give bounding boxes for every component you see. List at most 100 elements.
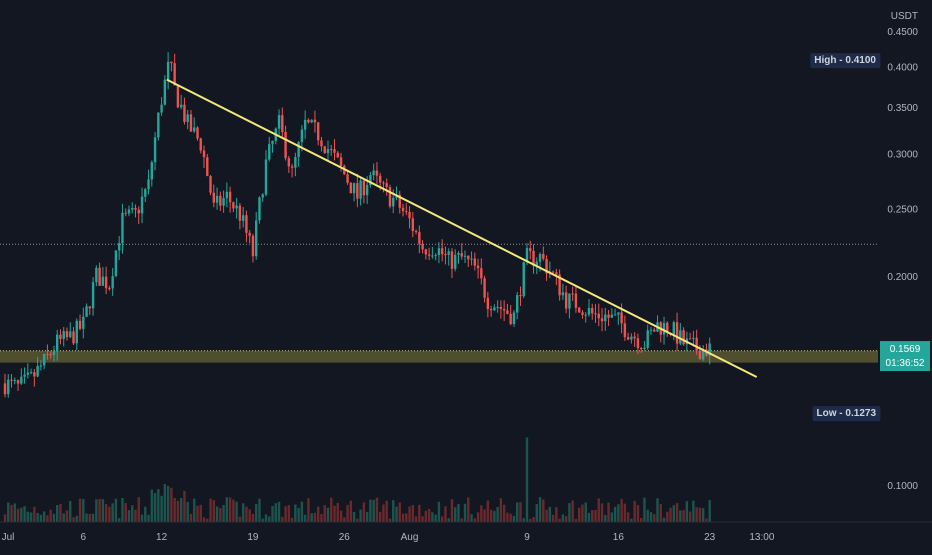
candle-body (695, 337, 698, 351)
volume-bar (669, 507, 672, 522)
candle-body (78, 320, 82, 329)
volume-bar (232, 499, 235, 522)
volume-bar (493, 510, 496, 522)
volume-bar (581, 504, 584, 522)
candle-body (506, 310, 509, 314)
candle-body (502, 309, 506, 311)
currency-label: USDT (891, 11, 918, 22)
candle-body (352, 183, 356, 194)
volume-bar (219, 508, 222, 522)
candle-body (117, 243, 121, 251)
volume-bar (594, 510, 597, 522)
volume-bar (297, 507, 300, 522)
volume-bar (317, 506, 320, 522)
price-axis[interactable]: USDT 0.4500 0.4000 0.3500 0.3000 0.2500 0.200… (887, 11, 918, 492)
volume-bar (10, 505, 13, 522)
candle-body (258, 197, 261, 221)
y-tick-label: 0.3500 (887, 103, 918, 114)
volume-bar (653, 514, 656, 522)
time-axis[interactable]: Jul 6 12 19 26 Aug 9 16 23 13:00 (2, 532, 775, 543)
volume-bar (378, 511, 382, 522)
candle-body (212, 192, 215, 203)
candle-body (59, 334, 62, 339)
volume-bar (238, 516, 242, 522)
candle-body (202, 150, 206, 158)
volume-bar (140, 514, 144, 522)
volume-bar (343, 517, 346, 522)
low-marker: Low - 0.1273 (812, 406, 881, 422)
candle-body (470, 258, 473, 260)
volume-bar (326, 507, 330, 522)
trendline-layer[interactable] (166, 78, 758, 378)
candle-body (193, 127, 196, 132)
candle-body (489, 309, 493, 311)
x-tick-label: 26 (339, 532, 351, 543)
volume-bar (39, 514, 43, 522)
candle-body (98, 267, 101, 286)
volume-bar (261, 518, 264, 522)
candle-body (29, 372, 33, 374)
candle-body (545, 258, 548, 274)
y-tick-label: 0.3000 (887, 149, 918, 160)
candle-body (542, 254, 545, 259)
candle-body (33, 372, 36, 377)
candle-body (512, 312, 516, 325)
candle-body (626, 337, 630, 340)
candle-body (333, 149, 336, 153)
candle-body (408, 211, 411, 219)
volume-bar (405, 513, 408, 522)
volume-bar (708, 500, 711, 522)
candle-body (555, 272, 558, 275)
low-marker-text: Low - 0.1273 (817, 408, 877, 419)
descending-trendline[interactable] (166, 78, 758, 378)
candle-body (698, 350, 702, 360)
price-axis-panel[interactable] (880, 0, 932, 522)
time-axis-panel[interactable] (0, 522, 932, 550)
volume-bar (144, 506, 147, 522)
candle-body (228, 191, 232, 203)
candle-body (522, 262, 525, 297)
candle-body (163, 79, 167, 105)
volume-bar (643, 497, 646, 522)
volume-bar (251, 513, 255, 522)
volume-bar (561, 514, 565, 522)
candle-body (362, 180, 366, 196)
candle-body (196, 127, 199, 139)
candle-body (666, 322, 669, 333)
volume-bar (502, 504, 506, 522)
candle-body (378, 175, 382, 183)
volume-bar (486, 500, 490, 522)
volume-bar (610, 512, 614, 522)
x-tick-label: 23 (704, 532, 716, 543)
candle-body (330, 149, 333, 151)
volume-bar (701, 508, 705, 522)
volume-bar (395, 506, 398, 522)
volume-bar (656, 498, 659, 522)
volume-bar (349, 500, 353, 522)
volume-bar (365, 512, 369, 522)
volume-bar (212, 500, 215, 522)
candle-body (7, 379, 10, 395)
volume-bar (346, 504, 349, 522)
candle-body (153, 137, 157, 163)
volume-bar (434, 514, 437, 522)
candle-body (183, 104, 186, 122)
candle-body (121, 212, 124, 244)
candle-body (85, 306, 88, 317)
candle-body (268, 144, 271, 160)
volume-bar (241, 503, 245, 522)
candle-body (496, 306, 499, 308)
candle-body (62, 331, 65, 339)
volume-bar (623, 503, 627, 522)
candle-body (405, 211, 408, 213)
volume-bar (437, 501, 441, 522)
volume-bar (375, 497, 379, 522)
x-tick-label: 13:00 (749, 532, 774, 543)
candle-body (140, 196, 144, 214)
volume-bar (46, 515, 49, 522)
candle-body (294, 157, 297, 168)
volume-bar (401, 513, 405, 522)
volume-bar (519, 502, 522, 522)
